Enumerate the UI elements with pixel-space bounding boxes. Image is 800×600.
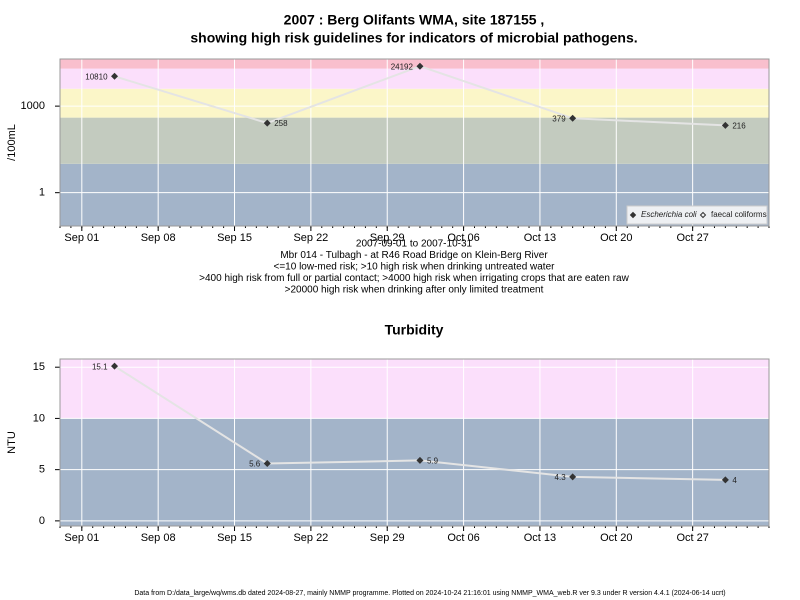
note: <=10 low-med risk; >10 high risk when dr… <box>274 262 556 273</box>
x-tick-label: Sep 15 <box>217 532 252 544</box>
legend-box <box>626 205 768 225</box>
data-label: 379 <box>552 114 566 123</box>
x-tick-label: Oct 20 <box>600 532 632 544</box>
point <box>569 473 577 481</box>
legend-label: Escherichia coli <box>641 210 697 219</box>
x-tick-label: Sep 01 <box>64 232 99 244</box>
data-label: 10810 <box>85 72 108 81</box>
data-label: 258 <box>274 119 288 128</box>
x-tick-label: Oct 27 <box>676 232 708 244</box>
y-tick-label: 1000 <box>21 100 45 112</box>
y-tick-label: 0 <box>39 515 45 527</box>
point <box>416 62 424 70</box>
x-tick-label: Sep 29 <box>370 232 405 244</box>
risk-band <box>60 68 769 89</box>
x-tick-label: Oct 27 <box>676 532 708 544</box>
x-tick-label: Oct 06 <box>447 532 479 544</box>
x-tick-label: Sep 29 <box>370 532 405 544</box>
risk-band <box>60 359 769 419</box>
risk-band <box>60 117 769 164</box>
x-tick-label: Sep 01 <box>64 532 99 544</box>
footer: Data from D:/data_large/wq/wms.db dated … <box>134 590 725 597</box>
data-label: 4.3 <box>555 473 567 482</box>
legend-label: faecal coliforms <box>711 210 767 219</box>
data-label: 24192 <box>391 62 414 71</box>
data-label: 5.6 <box>249 460 261 469</box>
data-label: 4 <box>732 476 737 485</box>
legend-marker <box>699 211 707 219</box>
point <box>721 476 729 484</box>
chart-title: showing high risk guidelines for indicat… <box>190 30 637 46</box>
chart-title: 2007 : Berg Olifants WMA, site 187155 , <box>284 12 545 28</box>
point <box>263 460 271 468</box>
x-tick-label: Sep 22 <box>293 532 328 544</box>
point <box>263 119 271 127</box>
plot-frame <box>59 58 770 227</box>
legend-marker <box>629 211 637 219</box>
point <box>111 362 119 370</box>
x-tick-label: Sep 15 <box>217 232 252 244</box>
point <box>721 121 729 129</box>
note: 2007-09-01 to 2007-10-31 <box>356 239 473 250</box>
y-tick-label: 10 <box>33 412 45 424</box>
chart-title: Turbidity <box>385 322 444 338</box>
x-tick-label: Sep 08 <box>141 532 176 544</box>
note: >400 high risk from full or partial cont… <box>199 273 629 284</box>
x-tick-label: Sep 22 <box>293 232 328 244</box>
point <box>569 114 577 122</box>
x-tick-label: Oct 13 <box>524 232 556 244</box>
y-axis-label: NTU <box>6 431 18 454</box>
data-label: 15.1 <box>92 362 108 371</box>
point <box>111 72 119 80</box>
x-tick-label: Oct 13 <box>524 532 556 544</box>
x-tick-label: Oct 20 <box>600 232 632 244</box>
y-tick-label: 5 <box>39 464 45 476</box>
plot-frame <box>59 358 770 527</box>
point <box>416 456 424 464</box>
data-label: 216 <box>732 121 746 130</box>
risk-band <box>60 418 769 526</box>
risk-band <box>60 88 769 118</box>
y-tick-label: 15 <box>33 361 45 373</box>
y-tick-label: 1 <box>39 187 45 199</box>
risk-band <box>60 59 769 69</box>
note: >20000 high risk when drinking after onl… <box>285 285 544 296</box>
x-tick-label: Oct 06 <box>447 232 479 244</box>
y-axis-label: /100mL <box>6 124 18 161</box>
x-tick-label: Sep 08 <box>141 232 176 244</box>
note: Mbr 014 - Tulbagh - at R46 Road Bridge o… <box>280 250 548 261</box>
data-label: 5.9 <box>427 457 439 466</box>
